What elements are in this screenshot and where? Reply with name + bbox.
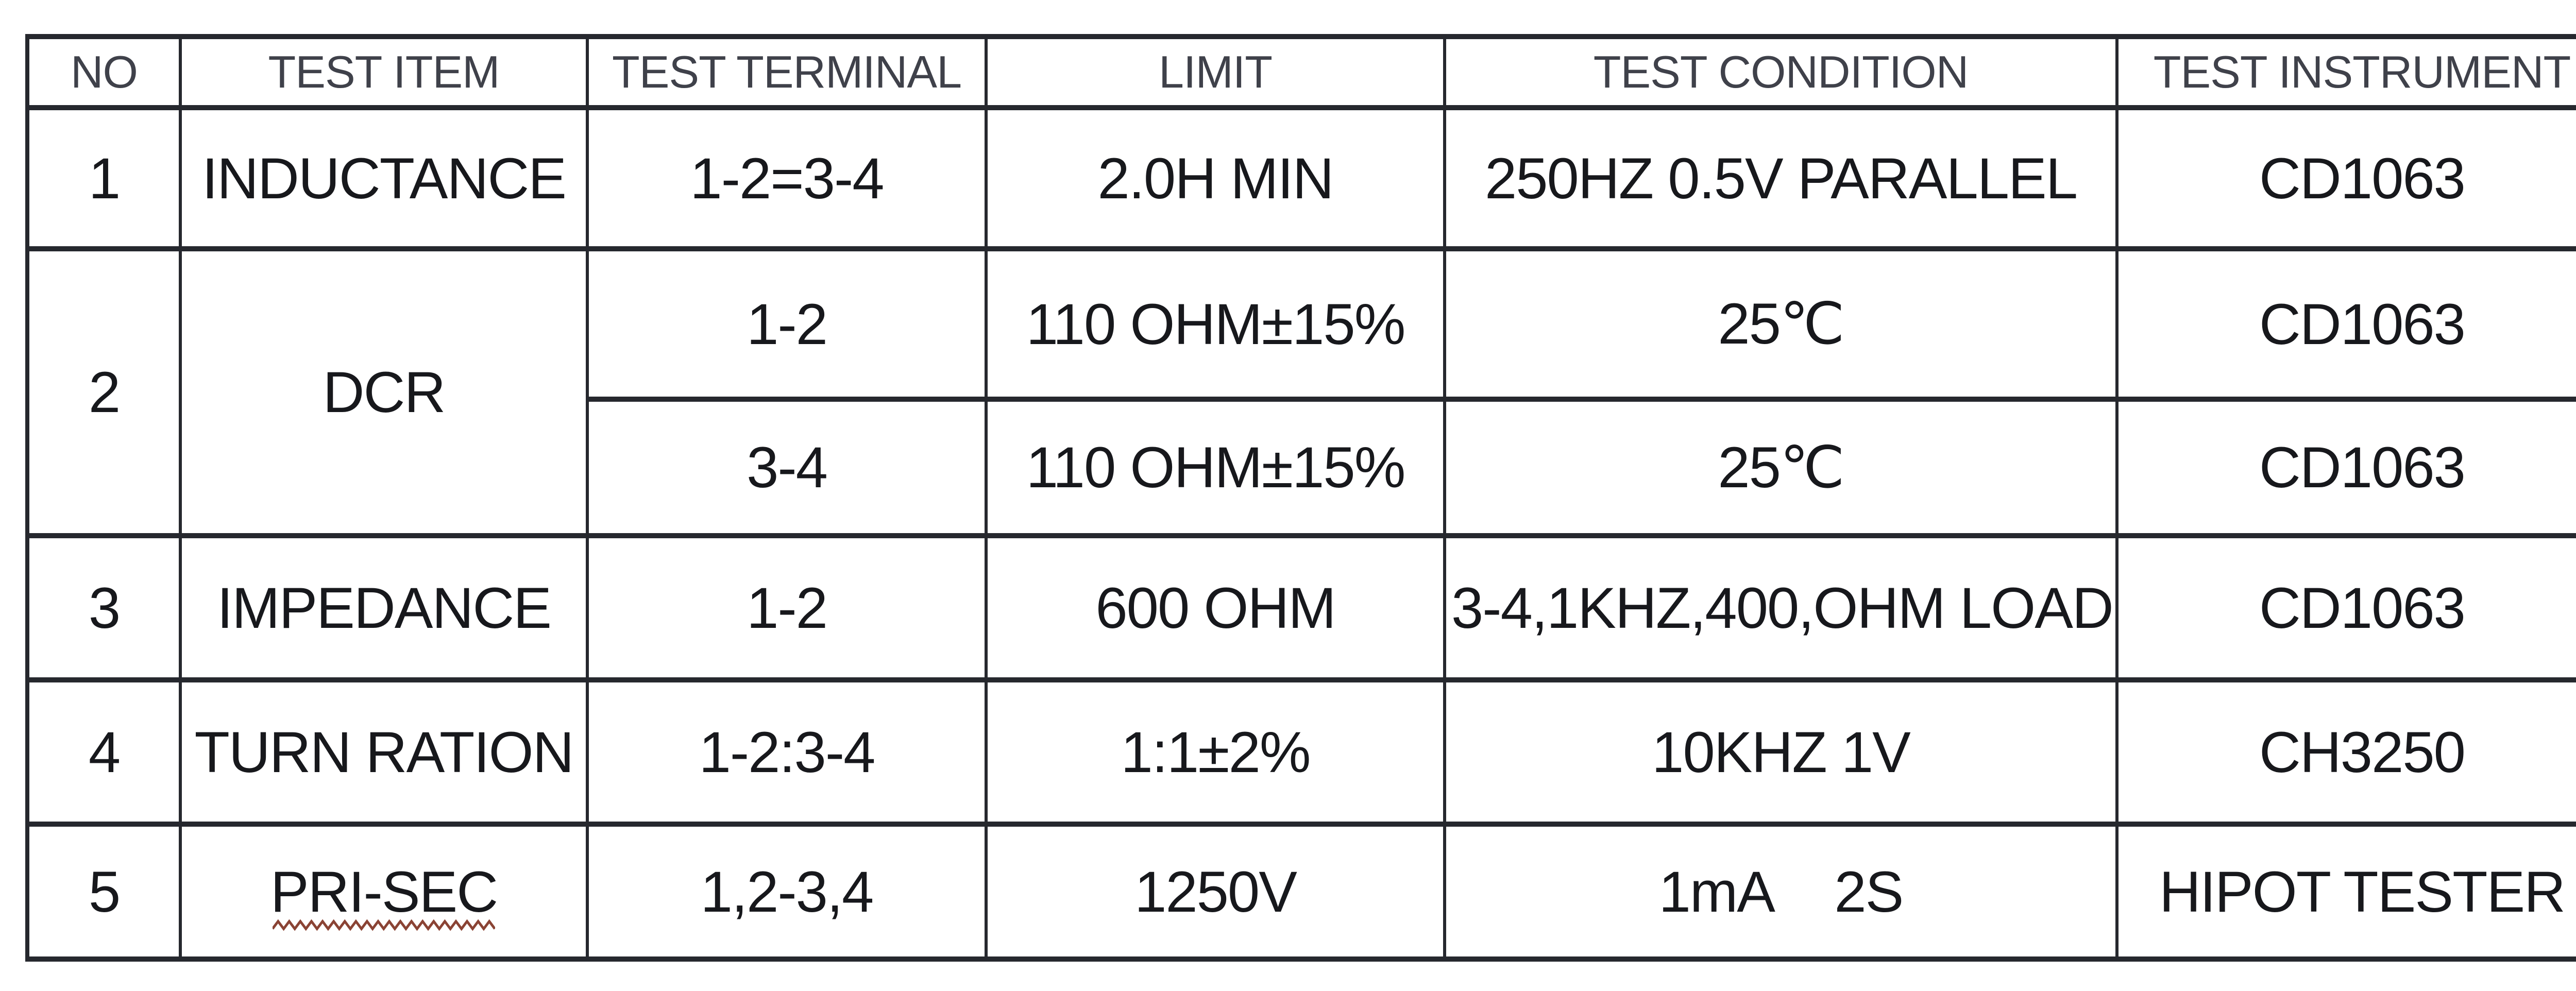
cell-test-condition: 3-4,1KHZ,400,OHM LOAD: [1443, 533, 2119, 682]
cell-test-condition: 250HZ 0.5V PARALLEL: [1443, 105, 2119, 251]
cell-test-terminal: 1-2=3-4: [586, 105, 988, 251]
table-row: 5 PRI-SEC 1,2-3,4 1250V 1mA 2S HIPOT TES…: [26, 822, 2576, 962]
cell-limit: 600 OHM: [985, 533, 1446, 682]
cell-test-instrument: CD1063: [2115, 105, 2576, 251]
header-limit: LIMIT: [985, 34, 1446, 110]
header-test-condition: TEST CONDITION: [1443, 34, 2119, 110]
cell-test-condition: 25℃: [1443, 246, 2119, 402]
cell-test-terminal: 3-4: [586, 397, 988, 538]
header-test-instrument: TEST INSTRUMENT: [2115, 34, 2576, 110]
cell-test-terminal: 1-2:3-4: [586, 677, 988, 827]
header-test-terminal: TEST TERMINAL: [586, 34, 988, 110]
cell-test-instrument: CH3250: [2115, 677, 2576, 827]
cell-no: 2: [26, 246, 182, 538]
header-test-item: TEST ITEM: [179, 34, 589, 110]
spellcheck-squiggle-underline: [273, 919, 495, 931]
table-row: 1 INDUCTANCE 1-2=3-4 2.0H MIN 250HZ 0.5V…: [26, 105, 2576, 251]
cell-test-item: INDUCTANCE: [179, 105, 589, 251]
cell-limit: 110 OHM±15%: [985, 397, 1446, 538]
test-spec-table: NO TEST ITEM TEST TERMINAL LIMIT TEST CO…: [25, 34, 2576, 962]
header-no: NO: [26, 34, 182, 110]
cell-test-item: IMPEDANCE: [179, 533, 589, 682]
table-row: 2 DCR 1-2 110 OHM±15% 25℃ CD1063: [26, 246, 2576, 538]
cell-test-condition: 10KHZ 1V: [1443, 677, 2119, 827]
cell-test-instrument: CD1063: [2115, 246, 2576, 402]
table-row: 3 IMPEDANCE 1-2 600 OHM 3-4,1KHZ,400,OHM…: [26, 533, 2576, 682]
cell-test-condition: 1mA 2S: [1443, 822, 2119, 962]
header-row: NO TEST ITEM TEST TERMINAL LIMIT TEST CO…: [26, 34, 2576, 110]
cell-limit: 1:1±2%: [985, 677, 1446, 827]
pri-sec-label: PRI-SEC: [270, 859, 498, 925]
table-row: 3-4 110 OHM±15% 25℃ CD1063: [27, 397, 2576, 538]
cell-test-instrument: HIPOT TESTER: [2115, 822, 2576, 962]
cell-test-terminal: 1-2: [586, 246, 988, 402]
cell-test-item: PRI-SEC: [179, 822, 589, 962]
cell-no: 4: [26, 677, 182, 827]
cell-limit: 2.0H MIN: [985, 105, 1446, 251]
cell-test-instrument: CD1063: [2115, 397, 2576, 538]
cell-test-item-text: PRI-SEC: [270, 859, 498, 924]
cell-test-item: DCR: [179, 246, 589, 538]
table-row: 4 TURN RATION 1-2:3-4 1:1±2% 10KHZ 1V CH…: [26, 677, 2576, 827]
cell-limit: 110 OHM±15%: [985, 246, 1446, 402]
cell-limit: 1250V: [985, 822, 1446, 962]
cell-test-item: TURN RATION: [179, 677, 589, 827]
cell-test-terminal: 1-2: [586, 533, 988, 682]
cell-test-instrument: CD1063: [2115, 533, 2576, 682]
cell-test-terminal: 1,2-3,4: [586, 822, 988, 962]
cell-no: 3: [26, 533, 182, 682]
cell-no: 5: [26, 822, 182, 962]
cell-no: 1: [26, 105, 182, 251]
cell-test-condition: 25℃: [1443, 397, 2119, 538]
